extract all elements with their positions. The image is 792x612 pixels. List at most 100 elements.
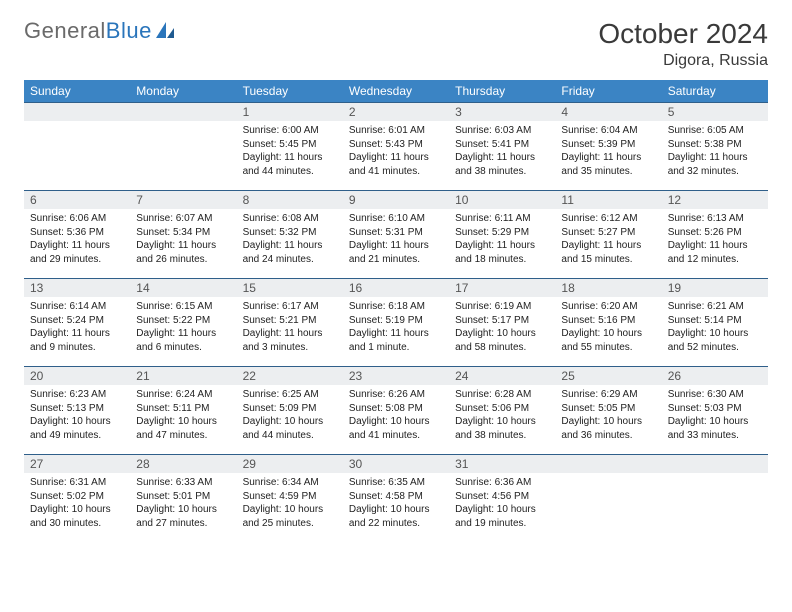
calendar-page: GeneralBlue October 2024 Digora, Russia …	[0, 0, 792, 561]
calendar-head: Sunday Monday Tuesday Wednesday Thursday…	[24, 80, 768, 103]
sunset-text: Sunset: 5:02 PM	[30, 490, 124, 504]
calendar-day-cell: 7Sunrise: 6:07 AMSunset: 5:34 PMDaylight…	[130, 191, 236, 279]
day-details: Sunrise: 6:35 AMSunset: 4:58 PMDaylight:…	[343, 473, 449, 534]
sunset-text: Sunset: 4:58 PM	[349, 490, 443, 504]
daylight-text: Daylight: 10 hours and 30 minutes.	[30, 503, 124, 530]
daylight-text: Daylight: 10 hours and 55 minutes.	[561, 327, 655, 354]
sunrise-text: Sunrise: 6:04 AM	[561, 124, 655, 138]
day-number: 6	[24, 191, 130, 209]
brand-text: GeneralBlue	[24, 18, 152, 44]
calendar-day-cell: 1Sunrise: 6:00 AMSunset: 5:45 PMDaylight…	[237, 103, 343, 191]
daylight-text: Daylight: 10 hours and 27 minutes.	[136, 503, 230, 530]
sunset-text: Sunset: 5:45 PM	[243, 138, 337, 152]
calendar-day-cell: 16Sunrise: 6:18 AMSunset: 5:19 PMDayligh…	[343, 279, 449, 367]
location: Digora, Russia	[598, 52, 768, 70]
daylight-text: Daylight: 11 hours and 35 minutes.	[561, 151, 655, 178]
sunset-text: Sunset: 4:56 PM	[455, 490, 549, 504]
calendar-day-cell	[130, 103, 236, 191]
calendar-day-cell	[555, 455, 661, 543]
calendar-day-cell: 8Sunrise: 6:08 AMSunset: 5:32 PMDaylight…	[237, 191, 343, 279]
sunrise-text: Sunrise: 6:08 AM	[243, 212, 337, 226]
day-details: Sunrise: 6:28 AMSunset: 5:06 PMDaylight:…	[449, 385, 555, 446]
daylight-text: Daylight: 10 hours and 41 minutes.	[349, 415, 443, 442]
day-number: 5	[662, 103, 768, 121]
day-number: 14	[130, 279, 236, 297]
calendar-day-cell: 21Sunrise: 6:24 AMSunset: 5:11 PMDayligh…	[130, 367, 236, 455]
calendar-day-cell: 26Sunrise: 6:30 AMSunset: 5:03 PMDayligh…	[662, 367, 768, 455]
sunrise-text: Sunrise: 6:23 AM	[30, 388, 124, 402]
day-number: 9	[343, 191, 449, 209]
sunset-text: Sunset: 5:22 PM	[136, 314, 230, 328]
sunset-text: Sunset: 5:08 PM	[349, 402, 443, 416]
brand-part1: General	[24, 18, 106, 43]
sunset-text: Sunset: 5:34 PM	[136, 226, 230, 240]
weekday-header: Saturday	[662, 80, 768, 103]
daylight-text: Daylight: 10 hours and 52 minutes.	[668, 327, 762, 354]
weekday-header: Thursday	[449, 80, 555, 103]
sunset-text: Sunset: 5:21 PM	[243, 314, 337, 328]
sunset-text: Sunset: 5:29 PM	[455, 226, 549, 240]
calendar-day-cell: 18Sunrise: 6:20 AMSunset: 5:16 PMDayligh…	[555, 279, 661, 367]
day-details: Sunrise: 6:33 AMSunset: 5:01 PMDaylight:…	[130, 473, 236, 534]
daylight-text: Daylight: 11 hours and 1 minute.	[349, 327, 443, 354]
day-details: Sunrise: 6:06 AMSunset: 5:36 PMDaylight:…	[24, 209, 130, 270]
sunset-text: Sunset: 5:32 PM	[243, 226, 337, 240]
sunrise-text: Sunrise: 6:06 AM	[30, 212, 124, 226]
sunrise-text: Sunrise: 6:21 AM	[668, 300, 762, 314]
day-number: 31	[449, 455, 555, 473]
calendar-week-row: 6Sunrise: 6:06 AMSunset: 5:36 PMDaylight…	[24, 191, 768, 279]
sunset-text: Sunset: 5:09 PM	[243, 402, 337, 416]
calendar-day-cell: 13Sunrise: 6:14 AMSunset: 5:24 PMDayligh…	[24, 279, 130, 367]
brand-logo: GeneralBlue	[24, 18, 176, 44]
calendar-day-cell: 5Sunrise: 6:05 AMSunset: 5:38 PMDaylight…	[662, 103, 768, 191]
sunrise-text: Sunrise: 6:25 AM	[243, 388, 337, 402]
calendar-day-cell: 17Sunrise: 6:19 AMSunset: 5:17 PMDayligh…	[449, 279, 555, 367]
calendar-day-cell: 15Sunrise: 6:17 AMSunset: 5:21 PMDayligh…	[237, 279, 343, 367]
calendar-day-cell: 9Sunrise: 6:10 AMSunset: 5:31 PMDaylight…	[343, 191, 449, 279]
day-number: 4	[555, 103, 661, 121]
calendar-day-cell: 6Sunrise: 6:06 AMSunset: 5:36 PMDaylight…	[24, 191, 130, 279]
header: GeneralBlue October 2024 Digora, Russia	[24, 18, 768, 70]
day-number: 19	[662, 279, 768, 297]
daylight-text: Daylight: 10 hours and 36 minutes.	[561, 415, 655, 442]
sunset-text: Sunset: 4:59 PM	[243, 490, 337, 504]
month-title: October 2024	[598, 18, 768, 50]
sunrise-text: Sunrise: 6:28 AM	[455, 388, 549, 402]
sunset-text: Sunset: 5:36 PM	[30, 226, 124, 240]
day-details: Sunrise: 6:31 AMSunset: 5:02 PMDaylight:…	[24, 473, 130, 534]
sunset-text: Sunset: 5:13 PM	[30, 402, 124, 416]
sunset-text: Sunset: 5:43 PM	[349, 138, 443, 152]
daylight-text: Daylight: 10 hours and 49 minutes.	[30, 415, 124, 442]
calendar-day-cell: 3Sunrise: 6:03 AMSunset: 5:41 PMDaylight…	[449, 103, 555, 191]
day-number: 27	[24, 455, 130, 473]
weekday-header: Friday	[555, 80, 661, 103]
calendar-day-cell: 2Sunrise: 6:01 AMSunset: 5:43 PMDaylight…	[343, 103, 449, 191]
calendar-day-cell: 22Sunrise: 6:25 AMSunset: 5:09 PMDayligh…	[237, 367, 343, 455]
daylight-text: Daylight: 10 hours and 19 minutes.	[455, 503, 549, 530]
brand-part2: Blue	[106, 18, 152, 43]
day-details: Sunrise: 6:11 AMSunset: 5:29 PMDaylight:…	[449, 209, 555, 270]
day-details: Sunrise: 6:07 AMSunset: 5:34 PMDaylight:…	[130, 209, 236, 270]
day-number: 16	[343, 279, 449, 297]
sunset-text: Sunset: 5:39 PM	[561, 138, 655, 152]
sunrise-text: Sunrise: 6:00 AM	[243, 124, 337, 138]
calendar-day-cell: 30Sunrise: 6:35 AMSunset: 4:58 PMDayligh…	[343, 455, 449, 543]
calendar-day-cell: 31Sunrise: 6:36 AMSunset: 4:56 PMDayligh…	[449, 455, 555, 543]
sunrise-text: Sunrise: 6:18 AM	[349, 300, 443, 314]
day-details: Sunrise: 6:34 AMSunset: 4:59 PMDaylight:…	[237, 473, 343, 534]
daylight-text: Daylight: 10 hours and 44 minutes.	[243, 415, 337, 442]
calendar-day-cell: 24Sunrise: 6:28 AMSunset: 5:06 PMDayligh…	[449, 367, 555, 455]
day-number: 7	[130, 191, 236, 209]
calendar-table: Sunday Monday Tuesday Wednesday Thursday…	[24, 80, 768, 543]
calendar-day-cell: 11Sunrise: 6:12 AMSunset: 5:27 PMDayligh…	[555, 191, 661, 279]
sunrise-text: Sunrise: 6:03 AM	[455, 124, 549, 138]
sunrise-text: Sunrise: 6:33 AM	[136, 476, 230, 490]
day-details: Sunrise: 6:21 AMSunset: 5:14 PMDaylight:…	[662, 297, 768, 358]
day-details: Sunrise: 6:26 AMSunset: 5:08 PMDaylight:…	[343, 385, 449, 446]
daylight-text: Daylight: 10 hours and 38 minutes.	[455, 415, 549, 442]
sunrise-text: Sunrise: 6:05 AM	[668, 124, 762, 138]
daylight-text: Daylight: 11 hours and 15 minutes.	[561, 239, 655, 266]
calendar-day-cell: 19Sunrise: 6:21 AMSunset: 5:14 PMDayligh…	[662, 279, 768, 367]
day-number: 13	[24, 279, 130, 297]
day-details: Sunrise: 6:00 AMSunset: 5:45 PMDaylight:…	[237, 121, 343, 182]
